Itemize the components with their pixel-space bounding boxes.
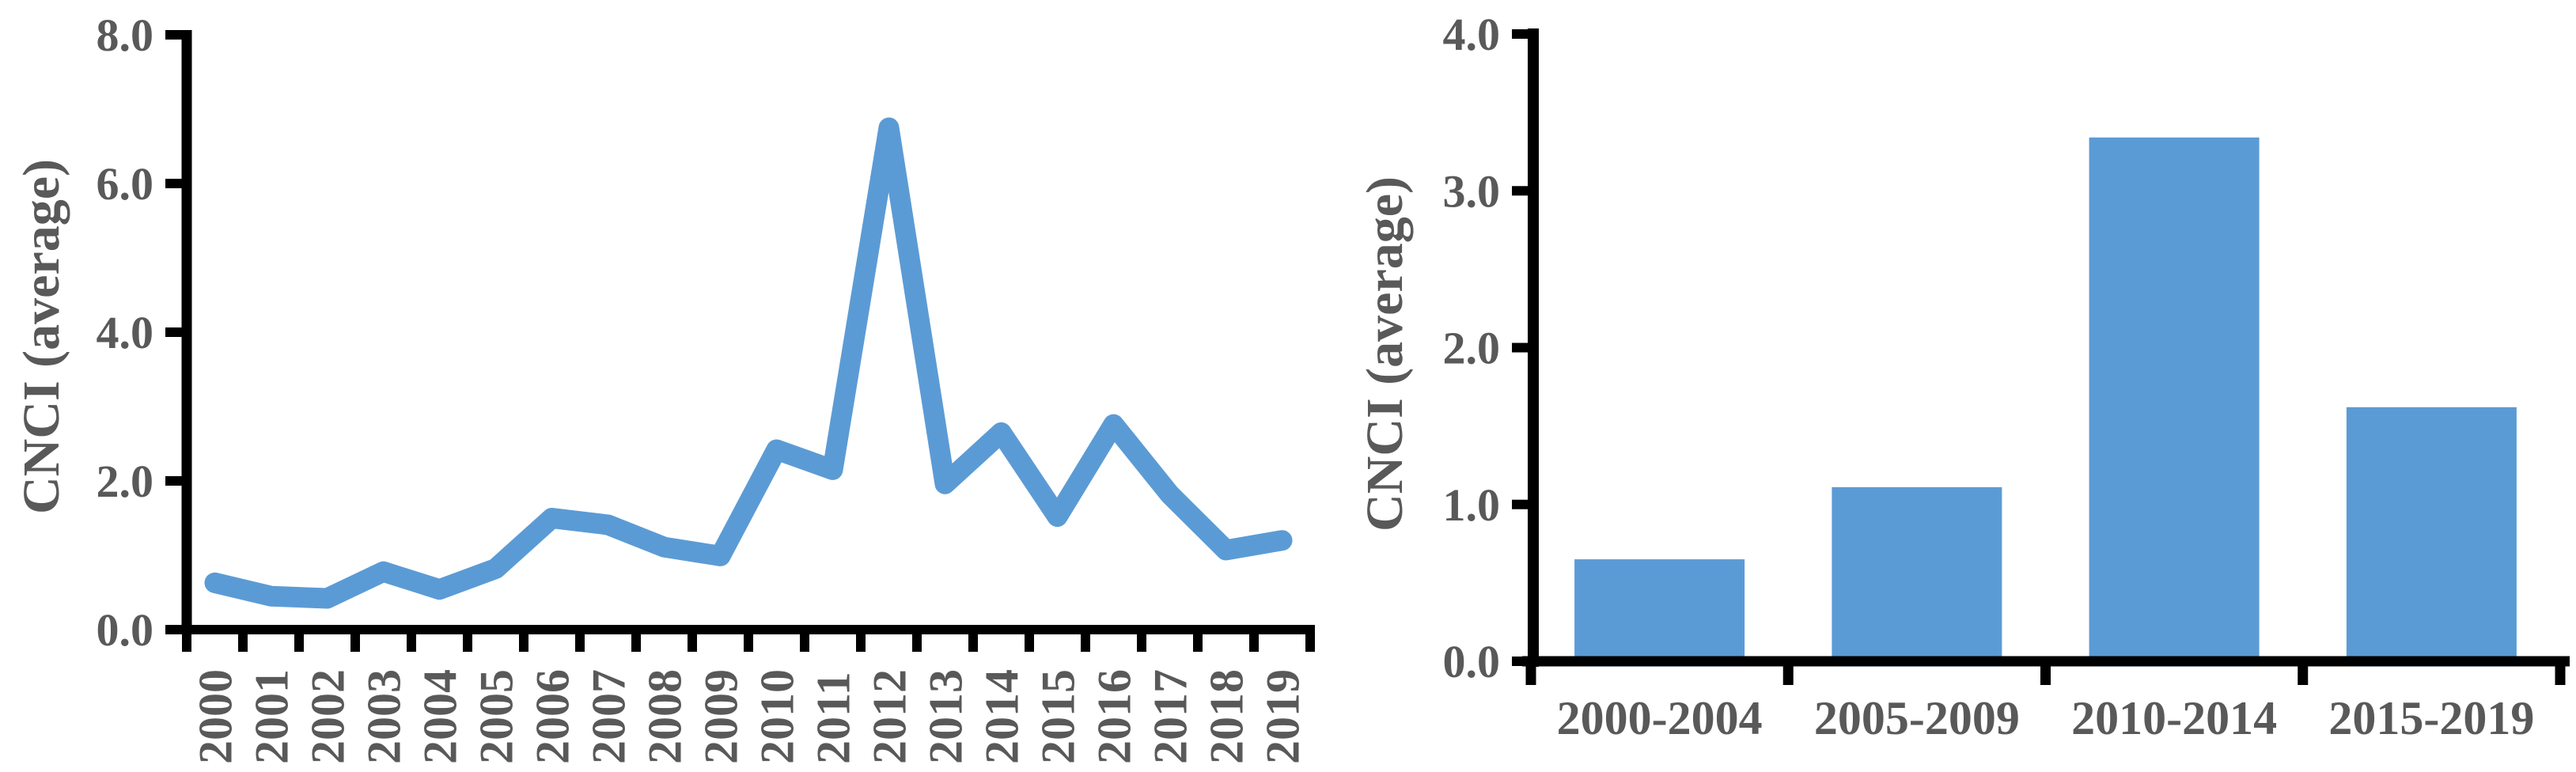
y-tick-label: 8.0 [97,9,154,61]
x-tick-label: 2010-2014 [2071,692,2277,744]
x-tick-label: 2011 [808,672,860,764]
bar-plot-area [1574,137,2517,662]
x-tick-label: 2003 [358,669,411,764]
cnci-period-bar [1832,486,2002,661]
y-tick-label: 4.0 [97,307,154,358]
x-tick-label: 2000-2004 [1557,692,1763,744]
x-tick-label: 2005-2009 [1814,692,2020,744]
y-tick-label: 0.0 [1443,636,1501,687]
x-tick-label: 2000 [190,669,242,764]
bar-axes: 0.0 1.0 2.0 3.0 4.0 2000-2004 2005-2009 2010-20… [1443,9,2570,744]
bar-y-axis-title: CNCI (average) [1356,176,1414,532]
bar-chart-panel: CNCI (average) 0.0 1.0 2.0 3.0 4.0 2000-2004 2… [1337,0,2576,772]
x-tick-label: 2006 [527,669,579,764]
x-tick-label: 2019 [1257,669,1309,764]
y-tick-label: 4.0 [1443,9,1501,60]
x-tick-label: 2004 [415,669,467,764]
x-tick-label: 2005 [471,669,523,764]
cnci-period-bar [2089,137,2260,662]
cnci-period-bar [1574,559,1745,661]
x-tick-label: 2002 [302,669,354,764]
y-tick-label: 1.0 [1443,479,1501,531]
x-tick-label: 2009 [695,669,748,764]
line-plot-area [204,117,1293,609]
bar-chart-svg: CNCI (average) 0.0 1.0 2.0 3.0 4.0 2000-2004 2… [1356,9,2570,744]
x-tick-label: 2001 [246,669,298,764]
y-tick-label: 2.0 [1443,323,1501,374]
x-tick-label: 2016 [1089,669,1141,764]
x-tick-label: 2017 [1145,669,1197,764]
x-tick-label: 2007 [583,669,635,764]
x-tick-label: 2012 [864,669,916,764]
line-y-axis-title: CNCI (average) [13,159,70,514]
x-tick-label: 2010 [752,669,804,764]
y-tick-label: 2.0 [97,456,154,507]
cnci-trend-line [204,117,1293,609]
y-tick-label: 3.0 [1443,165,1501,217]
y-tick-label: 0.0 [97,604,154,656]
x-tick-label: 2015 [1032,669,1085,764]
line-chart-panel: CNCI (average) 0.0 2.0 4.0 6.0 8.0 2000 2001 20… [13,9,1315,764]
x-tick-label: 2018 [1201,669,1253,764]
x-tick-label: 2008 [639,669,691,764]
x-tick-label: 2014 [976,669,1029,764]
y-tick-label: 6.0 [97,158,154,210]
cnci-period-bar [2346,407,2517,661]
x-tick-label: 2015-2019 [2328,692,2534,744]
x-tick-label: 2013 [920,669,972,764]
